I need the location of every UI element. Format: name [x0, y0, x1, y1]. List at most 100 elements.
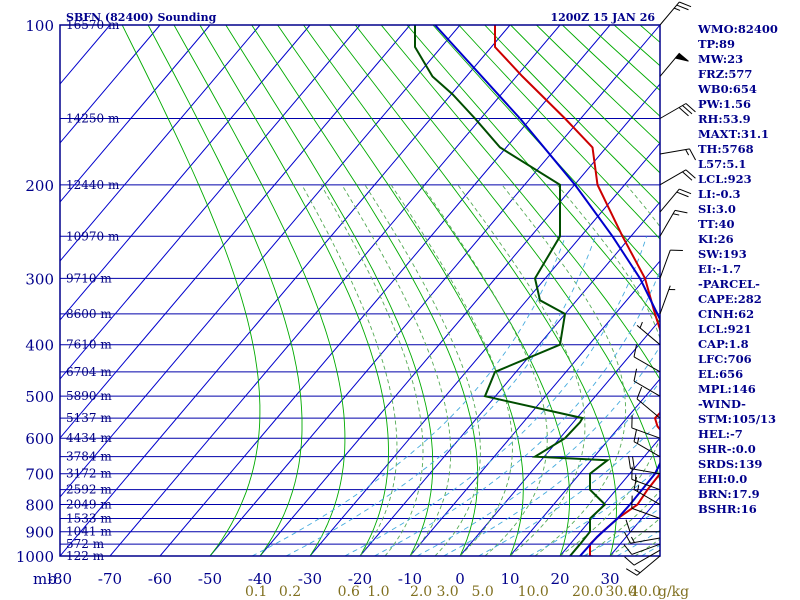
moist-adiabat	[301, 184, 398, 556]
pressure-tick-label: 1000	[16, 548, 54, 566]
moist-adiabat	[341, 184, 452, 556]
wind-barb	[636, 321, 661, 346]
dewpoint-profile	[414, 25, 611, 556]
pressure-axis: 100 200 300 400 500 600 700 800 900 1000 mb	[16, 17, 57, 588]
wind-barb-full	[628, 455, 631, 469]
wind-barb-full	[633, 429, 638, 442]
temperature-tick-label: 30	[600, 570, 619, 588]
index-line: MW:23	[698, 52, 744, 66]
isotherm	[60, 25, 411, 439]
wind-barb-full	[679, 188, 692, 195]
index-line: TP:89	[698, 37, 736, 51]
temperature-tick-label: -20	[348, 570, 372, 588]
isotherm	[359, 201, 660, 556]
index-line: LI:-0.3	[698, 187, 741, 201]
wind-barb-full	[685, 169, 696, 179]
isotherm	[60, 25, 311, 321]
index-line: CAPE:282	[698, 292, 762, 306]
wind-barb-full	[633, 368, 638, 382]
isotherm	[459, 319, 660, 556]
plot-frame	[59, 24, 661, 557]
height-label: 1533 m	[66, 512, 112, 526]
dry-adiabat	[432, 25, 660, 279]
moist-adiabat	[364, 184, 481, 556]
wind-barb-staff	[633, 441, 661, 458]
height-label: 10970 m	[66, 229, 120, 243]
index-line: TT:40	[698, 217, 735, 231]
index-line: SHR-:0.0	[698, 442, 756, 456]
height-label: 2592 m	[66, 483, 112, 497]
temperature-axis: -80 -70 -60 -50 -40 -30 -20 -10 0 10 20 30	[48, 570, 620, 588]
wind-barb	[633, 477, 661, 505]
wind-barb-staff	[630, 468, 661, 475]
mixing-ratio-tick-label: 1.0	[367, 584, 389, 600]
wind-barb	[623, 543, 661, 555]
wind-barb-full	[623, 531, 631, 544]
index-line: L57:5.1	[698, 157, 747, 171]
index-line: EHI:0.0	[698, 472, 748, 486]
wind-barb-staff	[630, 537, 661, 544]
wind-barb-staff	[659, 1, 680, 26]
wind-barb-half	[636, 485, 640, 492]
profile-layer	[414, 25, 660, 556]
wind-barb-half	[639, 321, 643, 329]
wind-barb	[659, 169, 696, 186]
wind-barb-half	[672, 213, 680, 216]
index-line: SW:193	[698, 247, 747, 261]
index-line: EL:656	[698, 367, 744, 381]
wind-barb	[659, 52, 689, 77]
index-line: WB0:654	[698, 82, 757, 96]
mixing-ratio-line	[285, 236, 596, 556]
pressure-tick-label: 100	[25, 17, 54, 35]
wind-barb-full	[625, 568, 638, 576]
wind-barb	[628, 455, 661, 475]
index-line: EI:-1.7	[698, 262, 742, 276]
grid-layer	[60, 25, 660, 556]
wind-barb-staff	[633, 380, 661, 397]
wind-barb-full	[685, 103, 696, 113]
wind-barb	[636, 386, 661, 419]
wind-barb-staff	[631, 478, 661, 491]
index-line: RH:53.9	[698, 112, 751, 126]
wind-barb-staff	[631, 507, 661, 519]
mixing-ratio-line	[443, 381, 660, 556]
height-label: 3784 m	[66, 450, 112, 464]
isotherm	[60, 25, 161, 144]
temperature-tick-label: -80	[48, 570, 72, 588]
wind-barb-staff	[633, 549, 661, 566]
wind-barb-full	[633, 477, 638, 490]
index-line: SI:3.0	[698, 202, 736, 216]
height-label: 5890 m	[66, 389, 112, 403]
isotherm	[309, 142, 660, 556]
wind-barb-full	[676, 191, 689, 198]
pressure-tick-label: 900	[25, 524, 54, 542]
wind-barb	[624, 549, 661, 566]
temperature-tick-label: 0	[455, 570, 465, 588]
mixing-ratio-tick-label: 40.0	[630, 584, 661, 600]
temperature-tick-label: -10	[398, 570, 422, 588]
mixing-ratio-line	[478, 420, 660, 556]
mixing-ratio-axis: 0.1 0.2 0.6 1.0 2.0 3.0 5.0 10.0 20.0 30.040.0g/k…	[245, 584, 689, 600]
isotherm	[60, 25, 511, 556]
wind-barb-full	[632, 456, 635, 470]
height-label: 2049 m	[66, 498, 112, 512]
wind-barb-staff	[633, 489, 661, 505]
moist-adiabat	[556, 184, 660, 556]
dry-adiabat	[277, 25, 524, 556]
temperature-tick-label: -60	[148, 570, 172, 588]
wind-barb-staff	[659, 103, 687, 119]
dry-adiabat	[354, 25, 660, 556]
index-line: CAP:1.8	[698, 337, 749, 351]
dry-adiabat	[147, 25, 303, 556]
wind-barb-full	[676, 4, 689, 11]
chart-title: SBFN (82400) Sounding	[66, 11, 217, 24]
wind-barb-full	[674, 209, 688, 214]
isotherm	[209, 25, 660, 556]
wind-barb-full	[682, 171, 693, 181]
mixing-ratio-tick-label: 0.6	[338, 584, 360, 600]
temperature-tick-label: -50	[198, 570, 222, 588]
isotherm	[60, 25, 361, 380]
wind-barb-half	[685, 149, 690, 156]
index-line: FRZ:577	[698, 67, 753, 81]
